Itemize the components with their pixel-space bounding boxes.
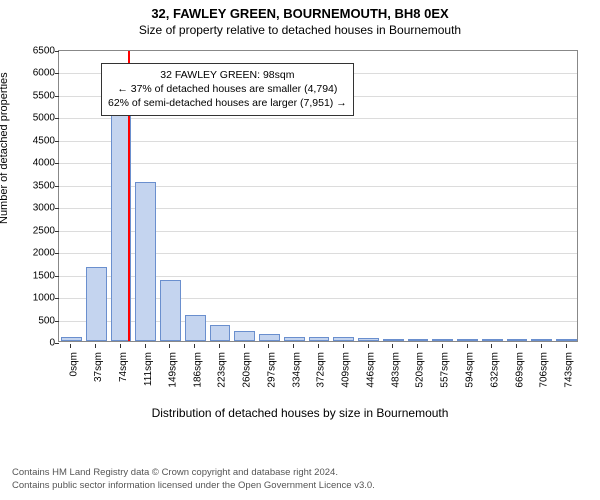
x-tick-mark [491,344,492,348]
x-ticks: 0sqm 37sqm 74sqm 111sqm 149sqm 186sqm 223sqm 26… [58,344,578,404]
histogram-bar [507,339,528,341]
histogram-bar [556,339,577,341]
y-tick-mark [55,118,59,119]
x-tick-mark [70,344,71,348]
x-tick-label: 74sqm [118,352,129,382]
x-tick-label: 37sqm [93,352,104,382]
histogram-bar [210,325,231,341]
y-axis-label: Number of detached properties [0,72,10,224]
callout-box: 32 FAWLEY GREEN: 98sqm ← 37% of detached… [101,63,354,116]
x-tick-mark [244,344,245,348]
chart: Number of detached properties 0500100015… [0,44,600,404]
y-tick-mark [55,73,59,74]
x-tick-mark [516,344,517,348]
x-tick-label: 409sqm [341,352,352,388]
x-tick-mark [120,344,121,348]
x-tick-mark [95,344,96,348]
x-tick-label: 520sqm [415,352,426,388]
histogram-bar [531,339,552,341]
histogram-bar [160,280,181,341]
histogram-bar [408,339,429,341]
x-tick-label: 334sqm [291,352,302,388]
callout-line-1: 32 FAWLEY GREEN: 98sqm [108,68,347,82]
x-tick-label: 260sqm [242,352,253,388]
x-tick-label: 632sqm [489,352,500,388]
y-tick-mark [55,231,59,232]
histogram-bar [234,331,255,341]
title-block: 32, FAWLEY GREEN, BOURNEMOUTH, BH8 0EX S… [0,0,600,37]
x-tick-mark [392,344,393,348]
x-tick-mark [442,344,443,348]
x-tick-label: 669sqm [514,352,525,388]
histogram-bar [383,339,404,341]
gridline [59,141,577,142]
histogram-bar [135,182,156,341]
x-tick-mark [541,344,542,348]
histogram-bar [358,338,379,341]
x-tick-mark [219,344,220,348]
x-tick-label: 372sqm [316,352,327,388]
histogram-bar [457,339,478,341]
histogram-bar [482,339,503,341]
y-tick-mark [55,51,59,52]
histogram-bar [61,337,82,341]
x-tick-mark [169,344,170,348]
x-tick-label: 297sqm [266,352,277,388]
histogram-bar [309,337,330,341]
attribution: Contains HM Land Registry data © Crown c… [12,467,588,492]
y-tick-mark [55,276,59,277]
x-tick-mark [268,344,269,348]
x-tick-mark [467,344,468,348]
x-tick-mark [417,344,418,348]
x-tick-label: 223sqm [217,352,228,388]
y-tick-mark [55,208,59,209]
y-tick-mark [55,186,59,187]
histogram-bar [259,334,280,341]
x-tick-mark [145,344,146,348]
y-tick-mark [55,298,59,299]
x-tick-label: 186sqm [192,352,203,388]
y-tick-mark [55,141,59,142]
x-tick-mark [343,344,344,348]
y-tick-mark [55,163,59,164]
histogram-bar [86,267,107,341]
x-tick-label: 111sqm [143,352,154,386]
x-tick-label: 557sqm [440,352,451,388]
x-tick-mark [566,344,567,348]
x-tick-mark [318,344,319,348]
histogram-bar [185,315,206,341]
y-tick-mark [55,96,59,97]
attribution-line-1: Contains HM Land Registry data © Crown c… [12,467,588,479]
x-axis-label: Distribution of detached houses by size … [0,406,600,420]
gridline [59,163,577,164]
callout-line-3: 62% of semi-detached houses are larger (… [108,96,347,110]
x-tick-label: 0sqm [68,352,79,376]
x-tick-label: 446sqm [366,352,377,388]
x-tick-label: 594sqm [465,352,476,388]
x-tick-label: 743sqm [564,352,575,388]
x-tick-label: 706sqm [539,352,550,388]
x-tick-label: 483sqm [390,352,401,388]
histogram-bar [333,337,354,341]
attribution-line-2: Contains public sector information licen… [12,480,588,492]
y-tick-mark [55,321,59,322]
histogram-bar [284,337,305,341]
x-tick-mark [293,344,294,348]
sub-title: Size of property relative to detached ho… [0,23,600,37]
gridline [59,118,577,119]
callout-line-2: ← 37% of detached houses are smaller (4,… [108,82,347,96]
histogram-bar [432,339,453,341]
x-tick-mark [194,344,195,348]
x-tick-label: 149sqm [167,352,178,388]
x-tick-mark [368,344,369,348]
y-tick-mark [55,253,59,254]
plot-area: 0500100015002000250030003500400045005000… [58,50,578,342]
main-title: 32, FAWLEY GREEN, BOURNEMOUTH, BH8 0EX [0,6,600,21]
